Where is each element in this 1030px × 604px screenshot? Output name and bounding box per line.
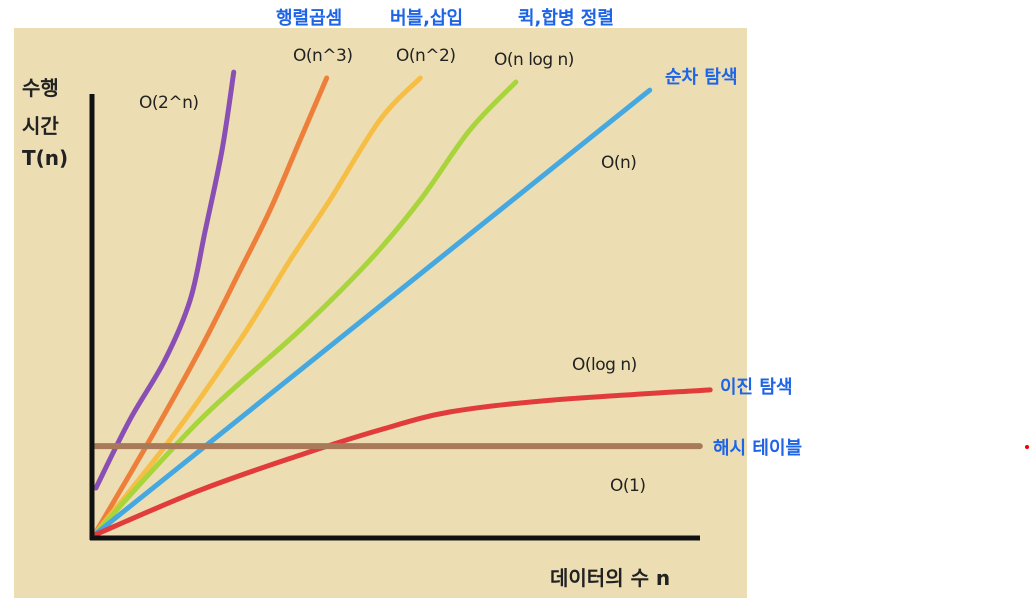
series-line-o-2-n- bbox=[93, 69, 237, 491]
example-sequential-search: 순차 탐색 bbox=[665, 67, 738, 88]
label-on2: O(n^2) bbox=[396, 46, 456, 66]
example-quick-merge-sort: 퀵,합병 정렬 bbox=[518, 8, 614, 29]
label-on3: O(n^3) bbox=[293, 46, 353, 66]
example-bubble-insertion: 버블,삽입 bbox=[390, 8, 464, 29]
y-axis-label-line1: 수행 bbox=[22, 76, 59, 100]
series-line-o-n-2- bbox=[91, 75, 423, 538]
example-binary-search: 이진 탐색 bbox=[720, 377, 793, 398]
label-o2n: O(2^n) bbox=[139, 93, 199, 113]
label-on: O(n) bbox=[601, 153, 637, 173]
red-dot-marker bbox=[1025, 445, 1029, 449]
y-axis-label-line3: T(n) bbox=[22, 146, 69, 170]
series-line-o-n-log-n- bbox=[91, 79, 519, 538]
example-hash-table: 해시 테이블 bbox=[713, 438, 803, 459]
series-line-o-n- bbox=[91, 87, 653, 538]
label-o1: O(1) bbox=[610, 476, 646, 496]
example-matrix-multiplication: 행렬곱셈 bbox=[276, 8, 343, 29]
series-line-o-n-3- bbox=[91, 75, 330, 538]
label-ologn: O(log n) bbox=[572, 355, 637, 375]
label-onlogn: O(n log n) bbox=[494, 50, 574, 70]
x-axis-label: 데이터의 수 n bbox=[550, 566, 671, 590]
series-line-o-log-n- bbox=[91, 387, 713, 538]
y-axis-label-line2: 시간 bbox=[22, 114, 59, 138]
